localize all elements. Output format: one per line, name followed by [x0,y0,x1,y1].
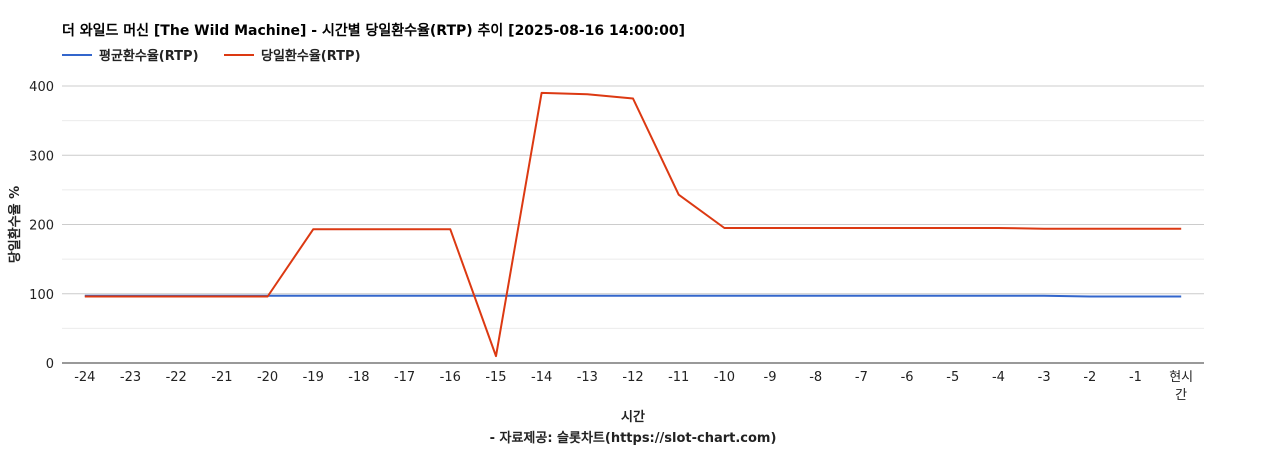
y-axis-title: 당일환수율 % [7,186,23,263]
x-tick-label: -21 [211,370,232,385]
x-tick-label: -16 [440,370,461,385]
x-axis-title: 시간 [621,409,645,425]
x-tick-label: -24 [74,370,95,385]
x-tick-label: -8 [809,370,822,385]
x-axis-ticks: -24 -23 -22 -21 -20 -19 -18 -17 -16 -15 -14 -13 -12 -… [74,370,1193,403]
y-tick-label: 200 [29,219,54,234]
source-credit: - 자료제공: 슬롯차트(https://slot-chart.com) [490,430,777,446]
x-tick-label: -9 [764,370,777,385]
chart-title: 더 와일드 머신 [The Wild Machine] - 시간별 당일환수율(… [62,22,685,39]
x-tick-label: -4 [992,370,1005,385]
x-tick-label: -13 [577,370,598,385]
y-tick-label: 300 [29,149,54,164]
series-line-1 [84,91,1182,358]
x-tick-label: -14 [531,370,552,385]
legend-label-1: 당일환수율(RTP) [261,48,361,64]
x-tick-label: -10 [714,370,735,385]
x-tick-label: 현시 간 [1169,370,1193,403]
x-tick-label: -15 [485,370,506,385]
x-tick-label: -3 [1038,370,1051,385]
x-tick-label: -23 [120,370,141,385]
series-lines [84,91,1182,358]
y-tick-label: 0 [46,357,54,372]
legend-label-0: 평균환수율(RTP) [99,48,199,64]
x-tick-label: -20 [257,370,278,385]
y-tick-label: 100 [29,288,54,303]
x-tick-label: -17 [394,370,415,385]
x-tick-label: -2 [1083,370,1096,385]
x-tick-label: -19 [303,370,324,385]
x-tick-label: -6 [901,370,914,385]
y-axis-ticks: 0 100 200 300 400 [29,80,54,372]
y-tick-label: 400 [29,80,54,95]
x-tick-label: -18 [348,370,369,385]
x-tick-label: -5 [946,370,959,385]
gridlines [62,85,1204,329]
x-tick-label: -1 [1129,370,1142,385]
x-tick-label: -12 [622,370,643,385]
legend: 평균환수율(RTP) 당일환수율(RTP) [62,48,361,64]
x-tick-label: -22 [166,370,187,385]
x-tick-label: -11 [668,370,689,385]
x-tick-label: -7 [855,370,868,385]
